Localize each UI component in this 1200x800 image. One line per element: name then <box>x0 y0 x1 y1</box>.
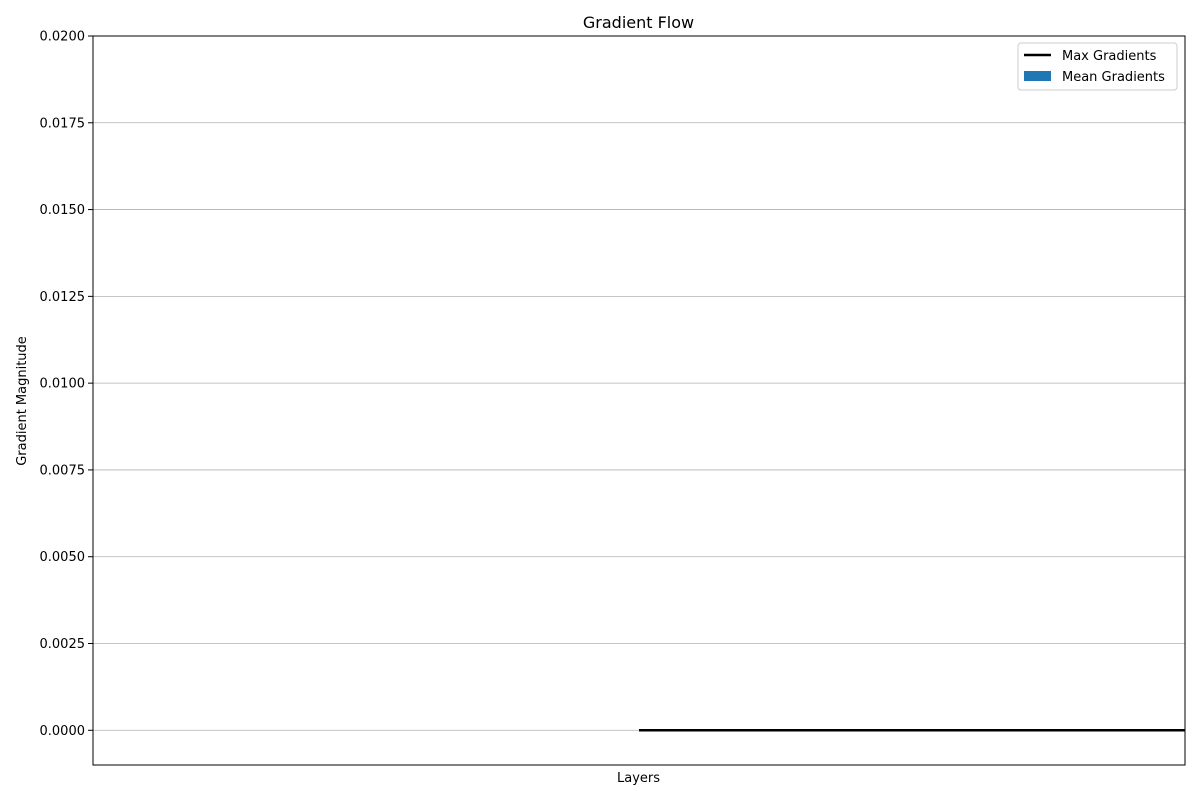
y-axis-label: Gradient Magnitude <box>15 336 30 466</box>
y-tick-label: 0.0200 <box>40 30 86 45</box>
y-tick-label: 0.0050 <box>40 550 86 565</box>
y-tick-label: 0.0025 <box>40 637 86 652</box>
y-tick-label: 0.0100 <box>40 377 86 392</box>
chart-title: Gradient Flow <box>583 13 694 32</box>
plot-frame <box>92 35 1186 766</box>
legend-mean-gradients-swatch <box>1024 71 1051 81</box>
y-tick-label: 0.0125 <box>40 290 86 305</box>
grid-lines <box>93 35 1185 731</box>
y-tick-label: 0.0075 <box>40 463 86 478</box>
legend-box <box>1017 42 1178 91</box>
y-tick-label: 0.0000 <box>40 724 86 739</box>
y-tick-label: 0.0175 <box>40 116 86 131</box>
y-axis-ticks: 0.0000 0.0025 0.0050 0.0075 0.0100 0.0125 0.01… <box>40 30 93 739</box>
legend-max-gradients-label: Max Gradients <box>1062 49 1157 64</box>
x-axis-label: Layers <box>617 771 660 786</box>
legend: Max Gradients Mean Gradients <box>1017 42 1178 91</box>
legend-mean-gradients-label: Mean Gradients <box>1062 70 1165 85</box>
y-tick-label: 0.0150 <box>40 203 86 218</box>
